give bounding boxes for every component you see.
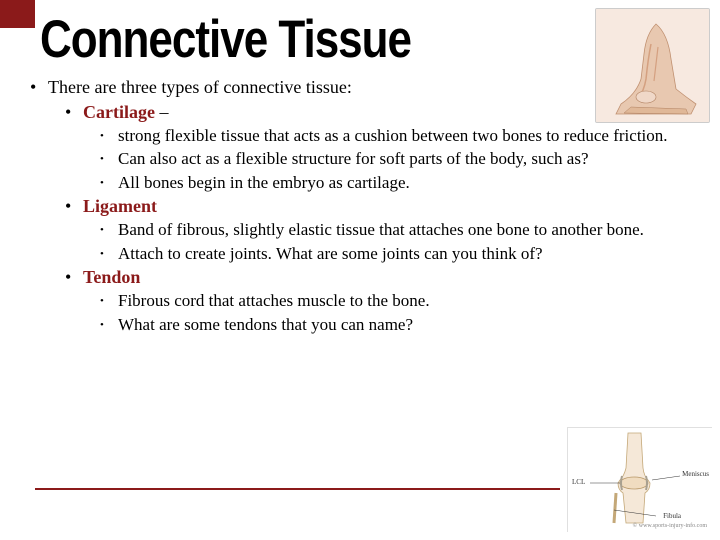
cartilage-point: • strong flexible tissue that acts as a … xyxy=(100,125,700,146)
term-cartilage: • Cartilage – xyxy=(65,101,700,124)
diagram-label-meniscus: Meniscus xyxy=(682,470,709,478)
tendon-point: • What are some tendons that you can nam… xyxy=(100,314,700,335)
accent-bar xyxy=(0,0,35,28)
bullet-icon: • xyxy=(100,248,118,262)
tendon-point: • Fibrous cord that attaches muscle to t… xyxy=(100,290,700,311)
term-suffix: – xyxy=(155,102,169,122)
content-area: • There are three types of connective ti… xyxy=(30,76,700,337)
cartilage-point: • All bones begin in the embryo as carti… xyxy=(100,172,700,193)
point-text: Band of fibrous, slightly elastic tissue… xyxy=(118,219,700,240)
diagram-label-fibula: Fibula xyxy=(663,512,681,520)
ligament-point: • Attach to create joints. What are some… xyxy=(100,243,700,264)
ligament-point: • Band of fibrous, slightly elastic tiss… xyxy=(100,219,700,240)
term-tendon: • Tendon xyxy=(65,266,700,289)
term-label: Tendon xyxy=(83,267,140,287)
image-credit: © www.sports-injury-info.com xyxy=(633,523,707,529)
bullet-icon: • xyxy=(100,224,118,238)
point-text: Can also act as a flexible structure for… xyxy=(118,148,700,169)
term-label: Ligament xyxy=(83,196,157,216)
diagram-label-lcl: LCL xyxy=(572,478,585,486)
point-text: Attach to create joints. What are some j… xyxy=(118,243,700,264)
knee-anatomy-image: LCL Meniscus Fibula © www.sports-injury-… xyxy=(567,427,712,532)
cartilage-point: • Can also act as a flexible structure f… xyxy=(100,148,700,169)
point-text: Fibrous cord that attaches muscle to the… xyxy=(118,290,700,311)
point-text: What are some tendons that you can name? xyxy=(118,314,700,335)
term-label: Cartilage xyxy=(83,102,155,122)
bullet-icon: • xyxy=(100,177,118,191)
bullet-icon: • xyxy=(30,76,48,99)
point-text: All bones begin in the embryo as cartila… xyxy=(118,172,700,193)
point-text: strong flexible tissue that acts as a cu… xyxy=(118,125,700,146)
intro-line: • There are three types of connective ti… xyxy=(30,76,700,99)
bullet-icon: • xyxy=(100,319,118,333)
term-ligament: • Ligament xyxy=(65,195,700,218)
bullet-icon: • xyxy=(65,195,83,218)
slide-title: Connective Tissue xyxy=(40,10,411,70)
bullet-icon: • xyxy=(65,266,83,289)
bullet-icon: • xyxy=(100,295,118,309)
bullet-icon: • xyxy=(100,153,118,167)
bullet-icon: • xyxy=(65,101,83,124)
intro-text: There are three types of connective tiss… xyxy=(48,76,700,99)
divider-line xyxy=(35,488,560,490)
bullet-icon: • xyxy=(100,130,118,144)
